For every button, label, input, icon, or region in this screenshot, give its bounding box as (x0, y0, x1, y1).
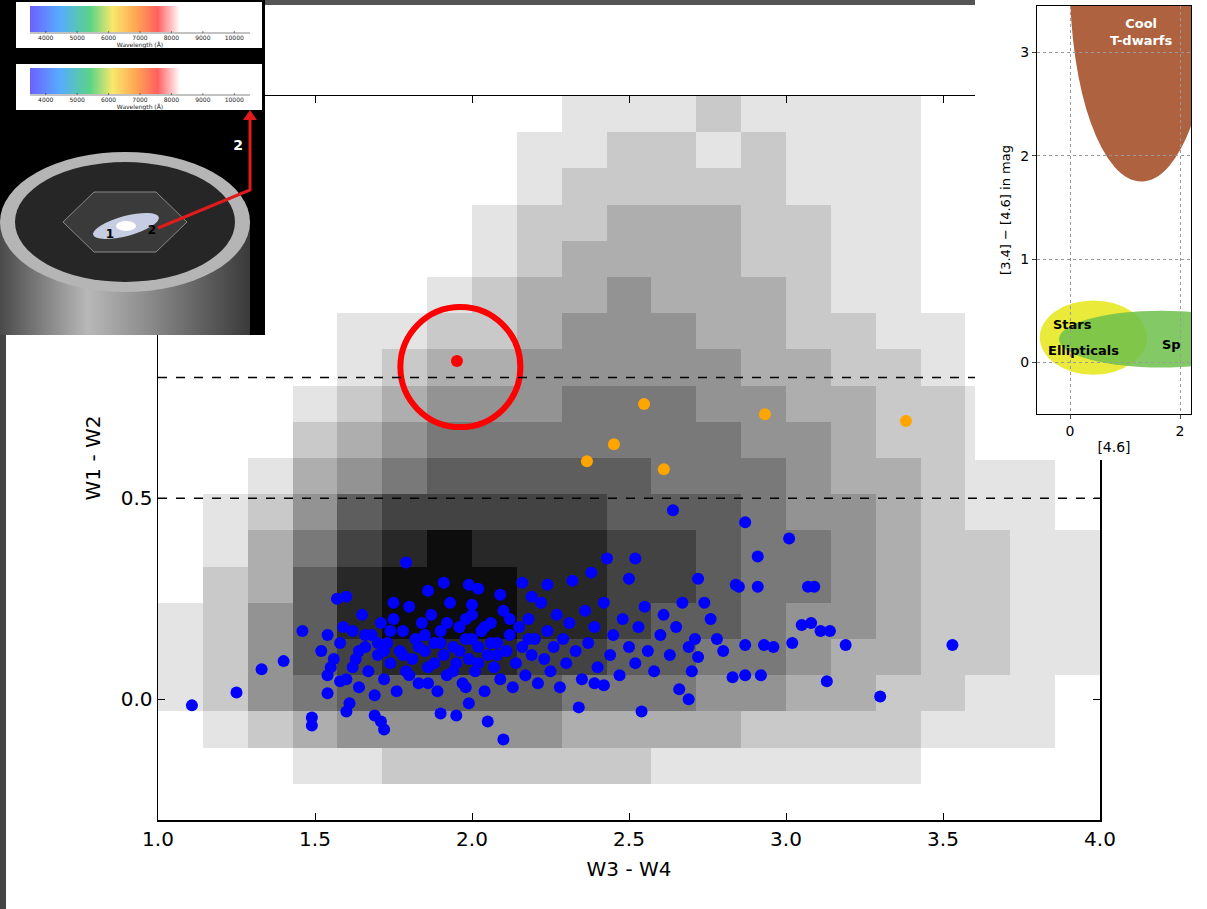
svg-text:2: 2 (233, 137, 243, 153)
svg-text:Ellipticals: Ellipticals (1048, 343, 1119, 358)
svg-text:2: 2 (148, 223, 156, 237)
svg-text:0: 0 (1020, 354, 1029, 370)
svg-text:6000: 6000 (101, 96, 116, 103)
svg-text:1: 1 (1020, 251, 1029, 267)
svg-text:8000: 8000 (164, 96, 179, 103)
svg-text:[4.6]: [4.6] (1097, 439, 1130, 455)
svg-text:[3.4] − [4.6] in mag: [3.4] − [4.6] in mag (998, 145, 1013, 275)
svg-text:8000: 8000 (164, 34, 179, 41)
svg-text:CoolT-dwarfs: CoolT-dwarfs (1110, 16, 1173, 48)
svg-text:3: 3 (1020, 44, 1029, 60)
svg-text:0: 0 (1066, 423, 1075, 439)
svg-text:2.5: 2.5 (613, 827, 645, 851)
svg-text:Stars: Stars (1053, 317, 1092, 332)
svg-text:1.5: 1.5 (299, 827, 331, 851)
svg-text:2.0: 2.0 (456, 827, 488, 851)
svg-text:7000: 7000 (132, 34, 147, 41)
svg-text:9000: 9000 (195, 96, 210, 103)
svg-text:W3 - W4: W3 - W4 (587, 857, 672, 881)
svg-text:10000: 10000 (225, 96, 244, 103)
svg-text:Wavelength (Å): Wavelength (Å) (117, 41, 163, 49)
svg-text:5000: 5000 (70, 34, 85, 41)
svg-text:W1 - W2: W1 - W2 (81, 416, 105, 501)
svg-text:4.0: 4.0 (1084, 827, 1116, 851)
svg-text:0.0: 0.0 (121, 687, 153, 711)
svg-text:4000: 4000 (38, 96, 53, 103)
svg-text:10000: 10000 (225, 34, 244, 41)
svg-text:4000: 4000 (38, 34, 53, 41)
svg-text:1.0: 1.0 (142, 827, 174, 851)
svg-text:1: 1 (106, 227, 114, 241)
svg-text:Sp: Sp (1162, 337, 1181, 352)
svg-text:Wavelength (Å): Wavelength (Å) (117, 103, 163, 111)
svg-text:0.5: 0.5 (121, 486, 153, 510)
svg-text:2: 2 (1020, 148, 1029, 164)
svg-text:3.5: 3.5 (927, 827, 959, 851)
svg-text:9000: 9000 (195, 34, 210, 41)
svg-text:2: 2 (1176, 423, 1185, 439)
svg-text:6000: 6000 (101, 34, 116, 41)
svg-text:7000: 7000 (132, 96, 147, 103)
svg-text:5000: 5000 (70, 96, 85, 103)
svg-text:3.0: 3.0 (770, 827, 802, 851)
